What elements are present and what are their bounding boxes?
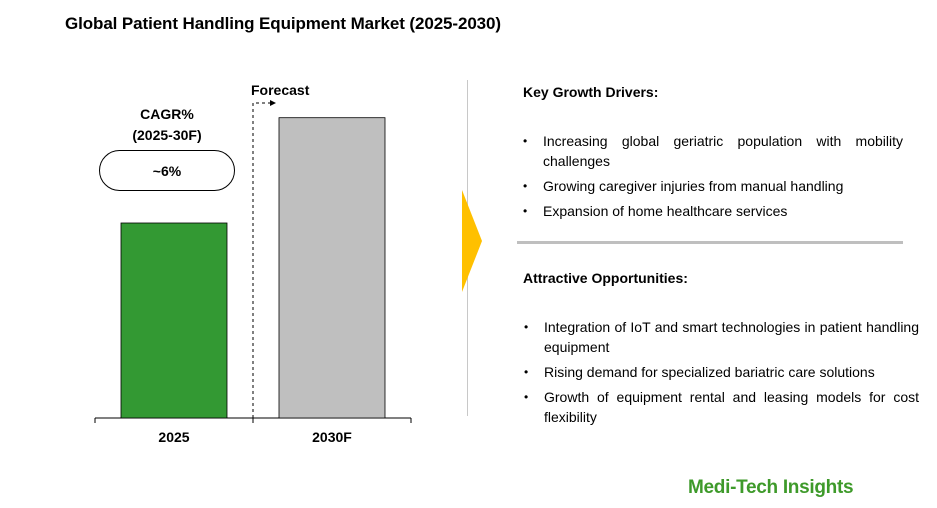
bullet-icon: • <box>524 320 529 334</box>
page-title: Global Patient Handling Equipment Market… <box>65 14 501 33</box>
forecast-label: Forecast <box>251 82 310 98</box>
list-item: • Expansion of home healthcare services <box>523 201 903 221</box>
opportunity-text: Integration of IoT and smart technologie… <box>544 319 919 355</box>
opportunities-list: • Integration of IoT and smart technologi… <box>524 317 919 432</box>
arrow-right-icon <box>462 190 482 292</box>
list-item: • Increasing global geriatric population … <box>523 131 903 171</box>
opportunity-text: Rising demand for specialized bariatric … <box>544 364 875 380</box>
cagr-label: CAGR% (2025-30F) <box>112 104 222 146</box>
x-tick-label: 2025 <box>158 429 189 445</box>
forecast-arrowhead-icon <box>270 100 276 106</box>
list-item: • Integration of IoT and smart technologi… <box>524 317 919 357</box>
cagr-pill: ~6% <box>99 150 235 191</box>
horizontal-divider <box>517 241 903 244</box>
list-item: • Rising demand for specialized bariatric… <box>524 362 919 382</box>
bar-2030f <box>278 117 386 419</box>
bullet-icon: • <box>524 365 529 379</box>
cagr-label-line-2: (2025-30F) <box>132 127 202 143</box>
bullet-icon: • <box>524 390 529 404</box>
opportunities-heading: Attractive Opportunities: <box>523 270 688 286</box>
drivers-list: • Increasing global geriatric population … <box>523 131 903 226</box>
driver-text: Growing caregiver injuries from manual h… <box>543 178 844 194</box>
bullet-icon: • <box>523 134 528 148</box>
cagr-value: ~6% <box>152 162 182 179</box>
drivers-heading: Key Growth Drivers: <box>523 84 659 100</box>
list-item: • Growth of equipment rental and leasing … <box>524 387 919 427</box>
forecast-bracket <box>252 102 272 418</box>
driver-text: Expansion of home healthcare services <box>543 203 788 219</box>
driver-text: Increasing global geriatric population w… <box>543 133 903 169</box>
bar-2025 <box>120 222 228 419</box>
bullet-icon: • <box>523 204 528 218</box>
opportunity-text: Growth of equipment rental and leasing m… <box>544 389 919 425</box>
bullet-icon: • <box>523 179 528 193</box>
market-bar-chart: 2025 2030F <box>94 100 412 445</box>
x-tick-label: 2030F <box>312 429 352 445</box>
cagr-label-line-1: CAGR% <box>140 106 194 122</box>
list-item: • Growing caregiver injuries from manual … <box>523 176 903 196</box>
brand-logo: Medi-Tech Insights <box>688 477 854 498</box>
